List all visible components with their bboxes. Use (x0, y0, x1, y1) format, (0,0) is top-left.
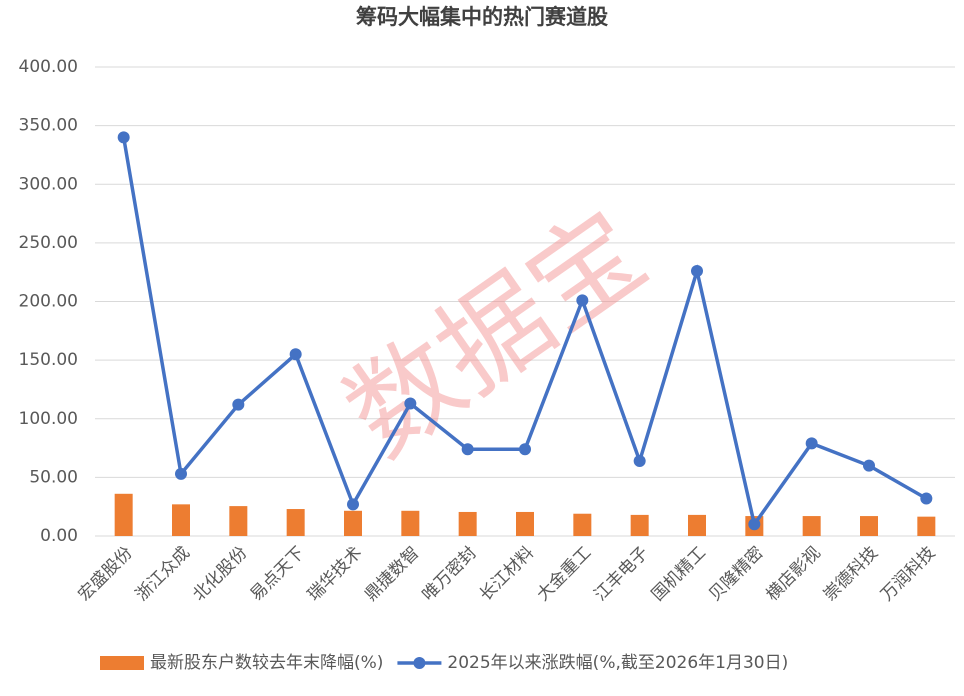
legend-label: 最新股东户数较去年末降幅(%) (150, 653, 383, 673)
point (519, 443, 531, 456)
bar (688, 514, 706, 536)
y-tick-label: 100.00 (19, 409, 78, 429)
point (633, 454, 646, 467)
point (576, 294, 589, 307)
bar (860, 516, 878, 536)
point (863, 459, 875, 472)
x-tick-label: 鼎捷数智 (361, 543, 423, 605)
point (920, 492, 933, 505)
x-tick-label: 唯万密封 (419, 543, 481, 605)
bar (286, 509, 305, 536)
bar (401, 510, 420, 536)
legend-label: 2025年以来涨跌幅(%,截至2026年1月30日) (447, 653, 788, 673)
y-tick-label: 150.00 (19, 350, 78, 370)
x-tick-label: 崇德科技 (820, 543, 882, 605)
chart-title: 筹码大幅集中的热门赛道股 (356, 5, 608, 29)
y-tick-label: 0.00 (40, 526, 78, 546)
point (347, 498, 359, 511)
y-tick-label: 50.00 (29, 467, 78, 487)
point (175, 467, 187, 480)
legend-swatch (100, 656, 144, 670)
point (691, 265, 703, 278)
bar (516, 511, 534, 536)
point (461, 443, 474, 456)
bar (458, 511, 477, 536)
bar (630, 514, 649, 536)
bar (917, 516, 936, 536)
bar (802, 516, 821, 536)
x-tick-label: 横店影视 (763, 543, 825, 605)
y-tick-label: 400.00 (19, 57, 78, 77)
x-tick-label: 宏盛股份 (75, 543, 137, 605)
point (404, 397, 417, 410)
y-tick-label: 300.00 (19, 174, 78, 194)
x-tick-label: 国机精工 (648, 543, 710, 605)
bar (172, 504, 190, 536)
x-tick-label: 贝隆精密 (705, 543, 767, 605)
x-tick-label: 浙江众成 (132, 543, 194, 605)
legend-swatch (413, 657, 426, 669)
x-tick-label: 长江材料 (476, 543, 538, 605)
x-tick-label: 万润科技 (877, 543, 939, 605)
y-tick-label: 250.00 (19, 233, 78, 253)
x-tick-label: 瑞华技术 (304, 543, 366, 605)
point (748, 518, 761, 531)
y-tick-label: 200.00 (19, 292, 78, 312)
x-tick-label: 大金重工 (533, 543, 595, 605)
y-tick-label: 350.00 (19, 116, 78, 136)
point (289, 348, 302, 361)
bar (229, 506, 248, 536)
point (117, 131, 130, 144)
bar (573, 513, 592, 536)
point (232, 398, 245, 411)
bar (114, 493, 133, 536)
bar (344, 510, 362, 536)
watermark: 数据宝 (324, 187, 668, 481)
x-tick-label: 北化股份 (189, 543, 251, 605)
point (805, 437, 818, 450)
x-tick-label: 江丰电子 (591, 543, 653, 605)
x-tick-label: 易点天下 (247, 543, 309, 605)
